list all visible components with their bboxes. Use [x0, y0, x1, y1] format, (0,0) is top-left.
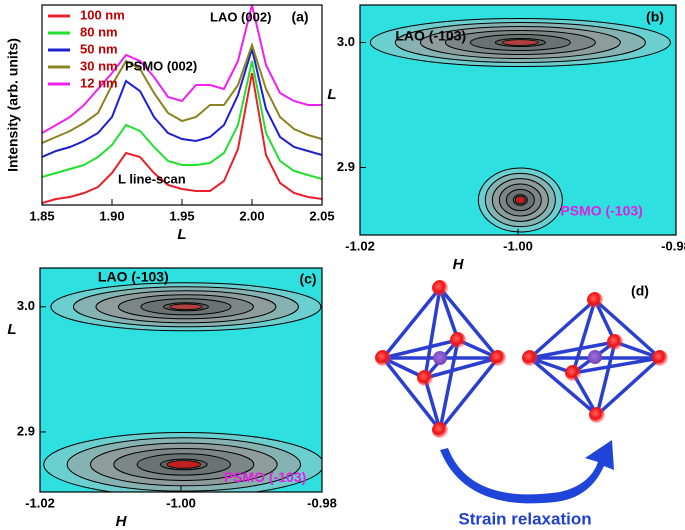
y-tick-label: 3.0	[337, 34, 355, 49]
peak-label: PSMO (-103)	[224, 469, 306, 485]
arrow	[440, 440, 614, 504]
annotation: LAO (002)	[210, 9, 271, 24]
peak	[501, 39, 539, 46]
peak-label: LAO (-103)	[98, 269, 169, 285]
line	[42, 60, 322, 180]
y-tick-label: 3.0	[17, 298, 35, 313]
x-tick-label: -1.00	[166, 495, 196, 510]
line	[42, 72, 322, 204]
panels: 100 nm 80 nm 50 nm 30 nm 12 nm LAO (002) PSMO …	[5, 4, 685, 530]
peak-label: LAO (-103)	[395, 28, 466, 44]
peak	[166, 460, 202, 469]
octahedron-diagram: (d) Strain relaxation	[375, 280, 668, 528]
line	[42, 45, 322, 158]
legend-label: 30 nm	[80, 58, 118, 73]
line	[42, 5, 322, 134]
plot-area	[40, 268, 322, 492]
x-tick-label: -0.98	[307, 495, 337, 510]
x-axis-label: L	[177, 226, 186, 243]
legend-label: 100 nm	[80, 7, 125, 22]
y-axis-label: Intensity (arb. units)	[5, 38, 21, 172]
y-axis-label: L	[7, 321, 16, 338]
legend-label: 50 nm	[80, 41, 118, 56]
plot-area	[42, 5, 322, 204]
line	[42, 41, 322, 144]
x-tick-label: -0.98	[661, 238, 685, 253]
octahedron-relaxed	[522, 292, 668, 423]
panel-label: (c)	[299, 271, 316, 287]
caption: Strain relaxation	[458, 509, 591, 528]
y-tick-label: 2.9	[17, 423, 35, 438]
annotation: PSMO (002)	[125, 58, 197, 73]
x-tick-label: -1.02	[25, 495, 55, 510]
x-axis-label: H	[116, 513, 128, 530]
peak	[169, 303, 203, 311]
peak	[514, 195, 526, 205]
panel: 100 nm 80 nm 50 nm 30 nm 12 nm LAO (002) PSMO …	[5, 4, 335, 243]
panel-label: (b)	[646, 9, 664, 25]
x-tick-label: 1.90	[99, 208, 124, 223]
plot-area	[360, 5, 676, 235]
panel: LAO (-103) PSMO (-103) 2.9 3.0L -1.02 -1.00 -0…	[7, 267, 337, 530]
panel: LAO (-103) PSMO (-103) 2.9 3.0 L -1.02 -1.00 -0…	[327, 4, 685, 273]
legend-label: 80 nm	[80, 24, 118, 39]
x-tick-label: 2.05	[309, 208, 334, 223]
x-tick-label: 1.85	[29, 208, 54, 223]
x-tick-label: -1.02	[345, 238, 375, 253]
legend-label: 12 nm	[80, 75, 118, 90]
panel-label: (a)	[291, 9, 308, 25]
x-tick-label: 1.95	[169, 208, 194, 223]
x-tick-label: -1.00	[503, 238, 533, 253]
x-tick-label: 2.00	[239, 208, 264, 223]
y-axis-label: L	[327, 86, 336, 103]
octahedron-strained	[375, 280, 506, 438]
annotation: L line-scan	[118, 171, 186, 186]
x-axis-label: H	[453, 256, 465, 273]
peak-label: PSMO (-103)	[560, 203, 642, 219]
panel-label: (d)	[631, 283, 649, 299]
y-tick-label: 2.9	[337, 159, 355, 174]
